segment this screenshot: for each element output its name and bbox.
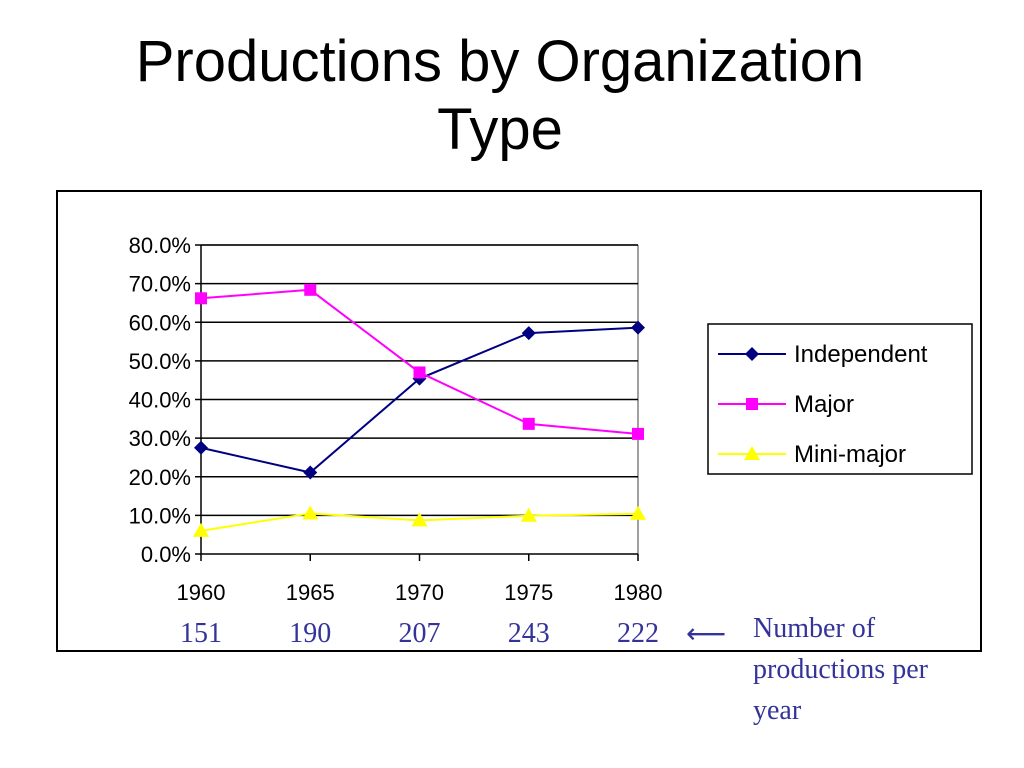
data-point-major — [522, 417, 535, 430]
data-point-mini-major — [302, 505, 319, 520]
legend-marker-independent — [745, 347, 759, 361]
production-count: 222 — [617, 618, 659, 649]
production-count: 190 — [289, 618, 331, 649]
data-point-mini-major — [193, 522, 209, 537]
y-tick-label: 0.0% — [141, 542, 191, 567]
legend-marker-major — [746, 398, 758, 410]
data-point-major — [413, 366, 426, 379]
data-point-mini-major — [630, 505, 646, 520]
legend-label-independent: Independent — [794, 341, 928, 368]
y-tick-label: 70.0% — [129, 272, 191, 297]
x-tick-label: 1980 — [614, 580, 663, 605]
data-point-mini-major — [520, 507, 537, 522]
data-point-independent — [194, 440, 208, 455]
y-tick-label: 40.0% — [129, 388, 191, 413]
line-chart: 0.0% 10.0% 20.0% 30.0% 40.0% 50.0% 60.0% 70.0% 8… — [129, 233, 973, 649]
data-point-independent — [521, 326, 536, 341]
left-arrow-icon: ⟵ — [686, 617, 727, 650]
data-point-major — [632, 427, 644, 440]
chart-frame: 0.0% 10.0% 20.0% 30.0% 40.0% 50.0% 60.0% 70.0% 8… — [56, 190, 982, 652]
title-line-2: Type — [437, 97, 563, 162]
legend-label-major: Major — [794, 391, 854, 418]
x-tick-label: 1975 — [504, 580, 553, 605]
production-count: 151 — [180, 618, 222, 649]
data-point-independent — [631, 320, 645, 335]
title-line-1: Productions by Organization — [135, 29, 865, 94]
x-tick-label: 1965 — [286, 580, 335, 605]
legend-label-mini-major: Mini-major — [794, 441, 906, 468]
series-line-major — [200, 288, 639, 435]
counts-note: Number of productions per year — [753, 613, 928, 726]
y-tick-label: 50.0% — [129, 349, 191, 374]
production-count: 243 — [508, 618, 550, 649]
legend-marker-mini-major — [744, 446, 760, 460]
production-count: 207 — [399, 618, 441, 649]
x-tick-label: 1970 — [395, 580, 444, 605]
data-point-major — [304, 283, 317, 296]
data-point-mini-major — [411, 512, 428, 527]
y-tick-label: 30.0% — [129, 426, 191, 451]
x-tick-label: 1960 — [177, 580, 226, 605]
slide-title: Productions by Organization Type — [0, 28, 1000, 164]
y-tick-label: 20.0% — [129, 465, 191, 490]
data-point-major — [195, 292, 207, 305]
data-point-independent — [303, 465, 318, 480]
y-tick-label: 80.0% — [129, 233, 191, 258]
y-tick-label: 60.0% — [129, 310, 191, 335]
y-tick-label: 10.0% — [129, 503, 191, 528]
